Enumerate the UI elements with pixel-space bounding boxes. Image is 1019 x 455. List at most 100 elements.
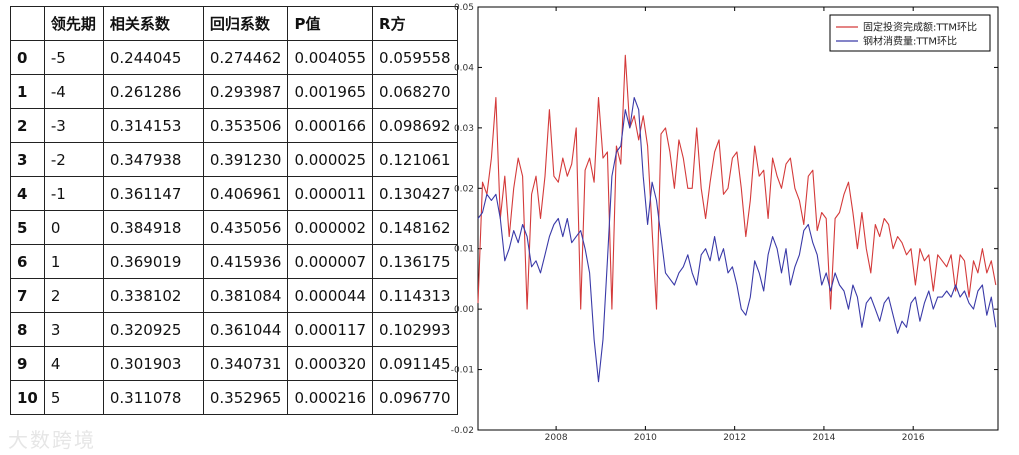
y-tick-label: 0.00 [454, 305, 474, 315]
table-cell: 2 [43, 278, 104, 313]
row-index: 1 [10, 74, 45, 109]
watermark: 大数跨境 [8, 428, 96, 452]
column-header: 回归系数 [202, 6, 289, 41]
table-cell: 0.000044 [287, 278, 374, 313]
table-row: 6 1 0.369019 0.415936 0.000007 0.136175 [10, 244, 458, 279]
table-cell: -2 [43, 142, 104, 177]
row-index: 2 [10, 108, 45, 143]
table-row: 0 -5 0.244045 0.274462 0.004055 0.059558 [10, 40, 458, 75]
table-cell: 0.091145 [372, 346, 458, 381]
table-cell: 0.121061 [372, 142, 458, 177]
table-cell: 0.136175 [372, 244, 458, 279]
table-row: 9 4 0.301903 0.340731 0.000320 0.091145 [10, 346, 458, 381]
table-cell: 0.000025 [287, 142, 374, 177]
table-cell: 0.381084 [202, 278, 289, 313]
table-row: 2 -3 0.314153 0.353506 0.000166 0.098692 [10, 108, 458, 143]
legend-label: 固定投资完成额:TTM环比 [863, 21, 977, 34]
table-cell: 0.059558 [372, 40, 458, 75]
y-tick-label: 0.05 [454, 3, 474, 13]
table-cell: 0.320925 [102, 312, 204, 347]
table-cell: 0.301903 [102, 346, 204, 381]
header-row: 领先期 相关系数 回归系数 P值 R方 [10, 6, 458, 41]
column-header: P值 [287, 6, 374, 41]
table-cell: 0.000216 [287, 380, 374, 415]
regression-table-container: 领先期 相关系数 回归系数 P值 R方 0 -5 0.244045 0.274462 0.004… [10, 6, 458, 415]
table-cell: 0.098692 [372, 108, 458, 143]
table-cell: 0.311078 [102, 380, 204, 415]
table-cell: -5 [43, 40, 104, 75]
column-header: R方 [372, 6, 458, 41]
table-row: 4 -1 0.361147 0.406961 0.000011 0.130427 [10, 176, 458, 211]
column-header [10, 6, 45, 41]
row-index: 4 [10, 176, 45, 211]
row-index: 10 [10, 380, 45, 415]
table-cell: -3 [43, 108, 104, 143]
table-cell: 0.000166 [287, 108, 374, 143]
table-cell: 0.435056 [202, 210, 289, 245]
table-header: 领先期 相关系数 回归系数 P值 R方 [10, 6, 458, 41]
y-tick-label: 0.03 [454, 124, 474, 134]
table-cell: 0.148162 [372, 210, 458, 245]
table-row: 7 2 0.338102 0.381084 0.000044 0.114313 [10, 278, 458, 313]
x-tick-label: 2010 [634, 433, 657, 443]
table-body: 0 -5 0.244045 0.274462 0.004055 0.059558 1 -4 0.… [10, 40, 458, 415]
table-cell: 0.347938 [102, 142, 204, 177]
table-cell: 0.001965 [287, 74, 374, 109]
table-cell: 5 [43, 380, 104, 415]
table-cell: 0.130427 [372, 176, 458, 211]
y-tick-label: 0.01 [454, 245, 474, 255]
table-cell: 0.384918 [102, 210, 204, 245]
column-header: 领先期 [43, 6, 104, 41]
line-chart: 0.050.040.030.020.010.00-0.01-0.02 2008 2… [451, 3, 999, 443]
table-cell: 0.096770 [372, 380, 458, 415]
regression-table: 领先期 相关系数 回归系数 P值 R方 0 -5 0.244045 0.274462 0.004… [10, 6, 458, 415]
table-cell: 0.000320 [287, 346, 374, 381]
table-cell: -4 [43, 74, 104, 109]
x-tick-label: 2016 [902, 433, 925, 443]
x-axis: 2008 2010 2012 2014 2016 [545, 7, 925, 443]
table-cell: 0 [43, 210, 104, 245]
table-cell: 0.391230 [202, 142, 289, 177]
table-cell: 0.415936 [202, 244, 289, 279]
table-cell: 0.338102 [102, 278, 204, 313]
row-index: 8 [10, 312, 45, 347]
row-index: 0 [10, 40, 45, 75]
table-cell: 0.000011 [287, 176, 374, 211]
table-cell: 0.353506 [202, 108, 289, 143]
y-tick-label: -0.02 [451, 426, 474, 436]
table-row: 1 -4 0.261286 0.293987 0.001965 0.068270 [10, 74, 458, 109]
row-index: 9 [10, 346, 45, 381]
table-cell: 0.244045 [102, 40, 204, 75]
x-tick-label: 2012 [723, 433, 746, 443]
table-cell: 0.314153 [102, 108, 204, 143]
table-cell: 0.000002 [287, 210, 374, 245]
table-cell: 0.000117 [287, 312, 374, 347]
table-cell: 0.361044 [202, 312, 289, 347]
table-row: 8 3 0.320925 0.361044 0.000117 0.102993 [10, 312, 458, 347]
table-cell: 0.340731 [202, 346, 289, 381]
y-axis: 0.05 0.04 0.03 0.02 0.01 0.00 -0.01 -0.02 [451, 3, 998, 436]
table-row: 5 0 0.384918 0.435056 0.000002 0.148162 [10, 210, 458, 245]
row-index: 7 [10, 278, 45, 313]
table-cell: 0.369019 [102, 244, 204, 279]
row-index: 6 [10, 244, 45, 279]
table-cell: 3 [43, 312, 104, 347]
series-group [477, 54, 997, 383]
row-index: 5 [10, 210, 45, 245]
plot-frame [477, 6, 999, 431]
table-cell: 0.406961 [202, 176, 289, 211]
x-tick-label: 2008 [545, 433, 568, 443]
y-tick-label: -0.01 [451, 366, 474, 376]
y-tick-label: 0.04 [454, 63, 474, 73]
table-cell: 0.293987 [202, 74, 289, 109]
legend-box [829, 14, 991, 52]
table-cell: 4 [43, 346, 104, 381]
table-row: 10 5 0.311078 0.352965 0.000216 0.096770 [10, 380, 458, 415]
series-line-0 [477, 54, 997, 310]
table-cell: 0.004055 [287, 40, 374, 75]
table-row: 3 -2 0.347938 0.391230 0.000025 0.121061 [10, 142, 458, 177]
x-tick-label: 2014 [812, 433, 835, 443]
table-cell: 0.352965 [202, 380, 289, 415]
column-header: 相关系数 [102, 6, 204, 41]
